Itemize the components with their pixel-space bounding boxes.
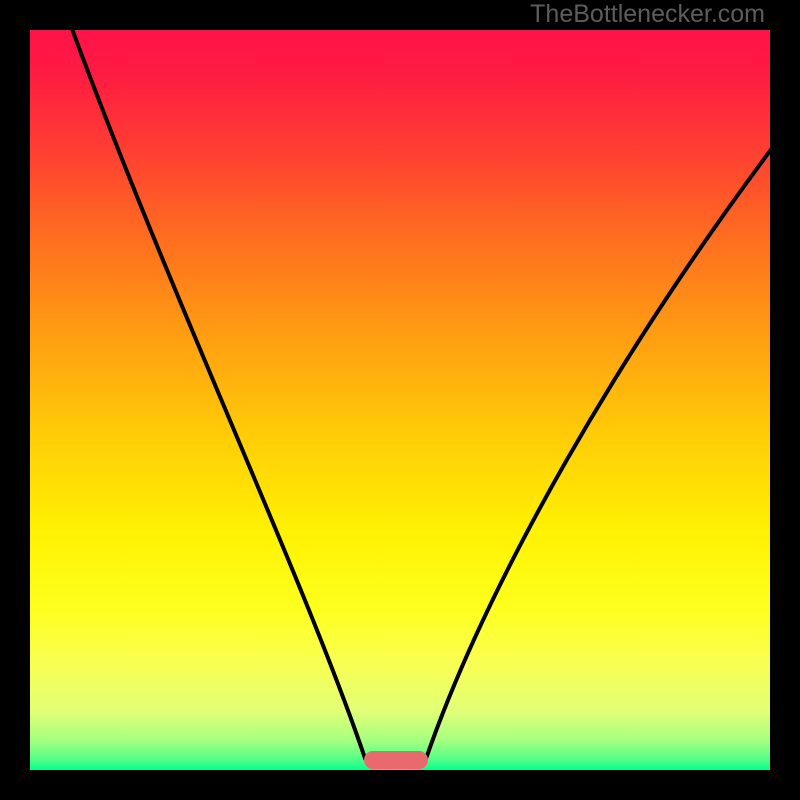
curve-left <box>67 30 365 759</box>
frame-border-left <box>0 0 30 800</box>
plot-area <box>30 30 770 770</box>
chart-frame: TheBottlenecker.com <box>0 0 800 800</box>
curve-right <box>426 141 770 759</box>
frame-border-bottom <box>0 770 800 800</box>
bottleneck-marker <box>364 751 428 769</box>
bottleneck-curves <box>30 30 770 770</box>
watermark-text: TheBottlenecker.com <box>530 0 765 29</box>
frame-border-right <box>770 0 800 800</box>
